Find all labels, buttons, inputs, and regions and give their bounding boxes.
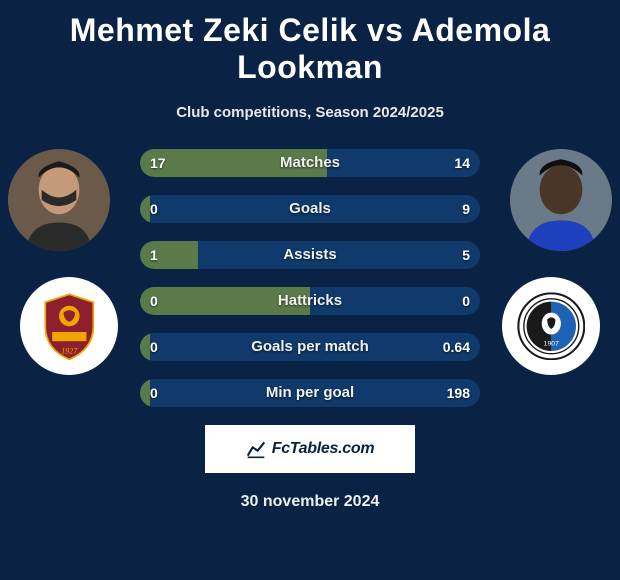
- player-left-club-crest: 1927: [20, 277, 118, 375]
- player-right-avatar: [510, 149, 612, 251]
- player-left-avatar: [8, 149, 110, 251]
- comparison-panel: 1927 1907 17 Matches 14 0 Goals 9: [0, 149, 620, 511]
- person-icon: [510, 149, 612, 251]
- stat-value-right: 0.64: [443, 333, 470, 361]
- stat-label: Goals: [140, 195, 480, 223]
- stat-label: Assists: [140, 241, 480, 269]
- stat-row: 0 Min per goal 198: [140, 379, 480, 407]
- page-title: Mehmet Zeki Celik vs Ademola Lookman: [0, 0, 620, 86]
- stat-value-right: 0: [462, 287, 470, 315]
- player-right-club-crest: 1907: [502, 277, 600, 375]
- stat-row: 0 Hattricks 0: [140, 287, 480, 315]
- stat-value-right: 9: [462, 195, 470, 223]
- stat-value-right: 5: [462, 241, 470, 269]
- branding-badge: FcTables.com: [205, 425, 415, 473]
- generated-date: 30 november 2024: [0, 493, 620, 511]
- branding-text: FcTables.com: [272, 440, 375, 458]
- stat-row: 0 Goals 9: [140, 195, 480, 223]
- chart-line-icon: [246, 439, 266, 459]
- svg-text:1927: 1927: [61, 346, 78, 355]
- shield-icon: 1907: [517, 292, 586, 361]
- stat-row: 17 Matches 14: [140, 149, 480, 177]
- svg-text:1907: 1907: [543, 340, 558, 347]
- stat-row: 1 Assists 5: [140, 241, 480, 269]
- stat-row: 0 Goals per match 0.64: [140, 333, 480, 361]
- stat-label: Goals per match: [140, 333, 480, 361]
- stat-label: Matches: [140, 149, 480, 177]
- person-icon: [8, 149, 110, 251]
- subtitle: Club competitions, Season 2024/2025: [0, 104, 620, 121]
- stat-value-right: 198: [447, 379, 470, 407]
- stat-label: Hattricks: [140, 287, 480, 315]
- stat-value-right: 14: [454, 149, 470, 177]
- shield-icon: 1927: [35, 292, 104, 361]
- stat-label: Min per goal: [140, 379, 480, 407]
- stat-bars: 17 Matches 14 0 Goals 9 1 Assists 5 0 Ha…: [140, 149, 480, 407]
